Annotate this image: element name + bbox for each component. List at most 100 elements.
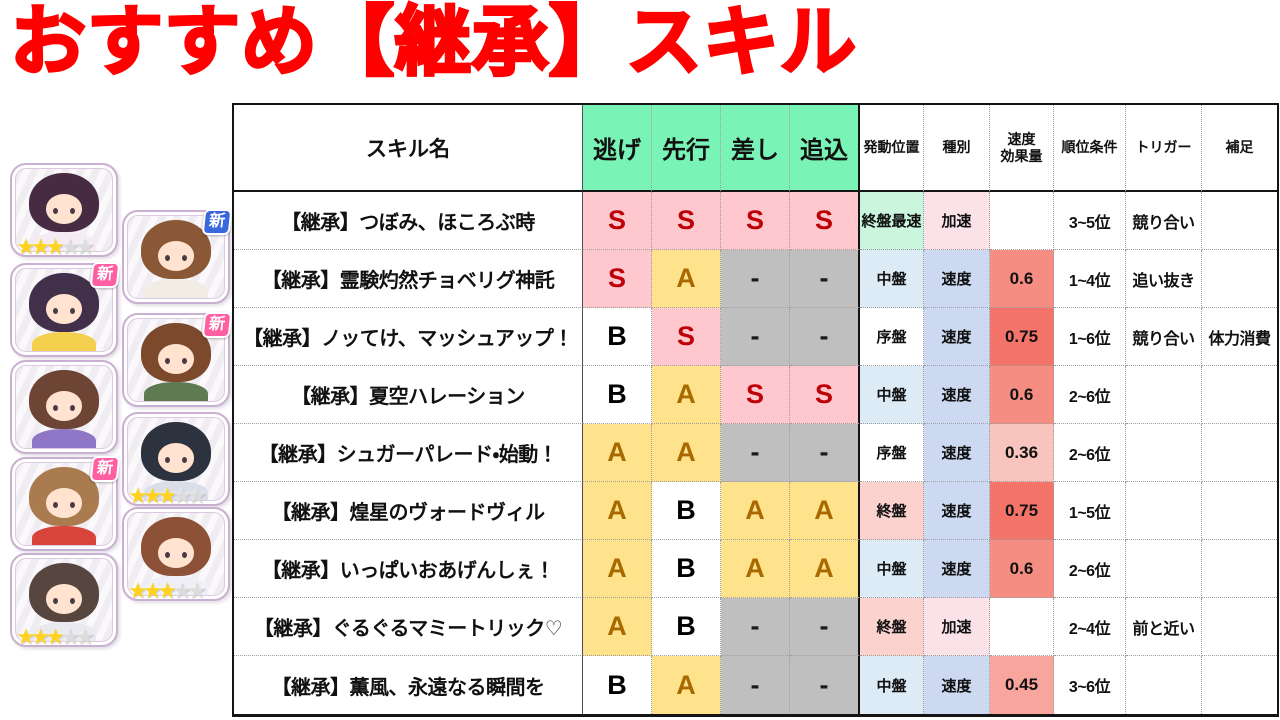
grade-nige-cell: S: [583, 250, 652, 308]
character-face: [45, 584, 83, 614]
grade-oikomi-cell: -: [790, 598, 860, 656]
grade-senko-cell: A: [652, 366, 721, 424]
portrait-long-brown-hair-girl: 新: [122, 209, 233, 304]
star-empty-icon: ★: [186, 578, 207, 603]
trigger-cell: [1126, 540, 1202, 598]
new-badge: 新: [89, 456, 121, 482]
header-skill-name: スキル名: [234, 105, 583, 192]
position-cell: 終盤: [860, 482, 924, 540]
header-position: 発動位置: [860, 105, 924, 192]
new-badge: 新: [201, 209, 233, 235]
speed-effect-cell: 0.75: [990, 482, 1054, 540]
grade-oikomi-cell: -: [790, 656, 860, 714]
portrait-purple-bob-girl: ★★★★★: [10, 163, 118, 260]
grade-oikomi-cell: A: [790, 482, 860, 540]
grade-oikomi-cell: -: [790, 308, 860, 366]
position-cell: 中盤: [860, 250, 924, 308]
portrait-frame: [127, 512, 225, 596]
character-outfit: [144, 279, 208, 298]
grade-sashi-cell: -: [721, 598, 790, 656]
star-empty-icon: ★: [172, 483, 192, 508]
portrait-frame: [127, 215, 225, 299]
position-cell: 中盤: [860, 366, 924, 424]
trigger-cell: [1126, 366, 1202, 424]
rank-condition-cell: 1~6位: [1054, 308, 1126, 366]
star-rating: ★★★★★: [128, 483, 207, 509]
star-empty-icon: ★: [60, 234, 80, 259]
grade-oikomi-cell: S: [790, 366, 860, 424]
grade-sashi-cell: -: [721, 308, 790, 366]
header-kind: 種別: [924, 105, 990, 192]
trigger-cell: 競り合い: [1126, 192, 1202, 250]
note-cell: [1202, 250, 1277, 308]
portrait-frame: [127, 417, 225, 501]
grade-sashi-cell: S: [721, 192, 790, 250]
kind-cell: 加速: [924, 598, 990, 656]
grade-nige-cell: A: [583, 540, 652, 598]
portrait-maid-headband-girl: 新: [10, 456, 121, 551]
note-cell: [1202, 656, 1277, 714]
grade-senko-cell: A: [652, 250, 721, 308]
new-badge: 新: [89, 262, 121, 288]
grade-sashi-cell: -: [721, 250, 790, 308]
note-cell: [1202, 424, 1277, 482]
character-face: [45, 488, 83, 518]
portrait-black-hair-girl: ★★★★★: [122, 412, 230, 509]
character-face: [157, 538, 195, 568]
character-face: [157, 443, 195, 473]
star-filled-icon: ★: [45, 624, 65, 649]
star-filled-icon: ★: [128, 578, 148, 603]
kind-cell: 速度: [924, 366, 990, 424]
grade-oikomi-cell: S: [790, 192, 860, 250]
grade-nige-cell: A: [583, 482, 652, 540]
skill-name-cell: 【継承】つぼみ、ほころぶ時: [234, 192, 583, 250]
speed-effect-cell: 0.75: [990, 308, 1054, 366]
grade-sashi-cell: A: [721, 482, 790, 540]
speed-effect-cell: 0.6: [990, 366, 1054, 424]
speed-effect-cell: [990, 192, 1054, 250]
star-filled-icon: ★: [157, 483, 177, 508]
grade-sashi-cell: -: [721, 656, 790, 714]
star-filled-icon: ★: [16, 234, 36, 259]
character-outfit: [32, 232, 96, 251]
character-outfit: [32, 429, 96, 448]
header-style-senko: 先行: [652, 105, 721, 192]
position-cell: 序盤: [860, 308, 924, 366]
speed-effect-cell: 0.36: [990, 424, 1054, 482]
position-cell: 終盤最速: [860, 192, 924, 250]
kind-cell: 加速: [924, 192, 990, 250]
skill-name-cell: 【継承】夏空ハレーション: [234, 366, 583, 424]
star-rating: ★★★★★: [16, 624, 95, 650]
trigger-cell: [1126, 656, 1202, 714]
kind-cell: 速度: [924, 250, 990, 308]
star-filled-icon: ★: [30, 234, 51, 259]
grade-senko-cell: S: [652, 192, 721, 250]
trigger-cell: 前と近い: [1126, 598, 1202, 656]
grade-senko-cell: A: [652, 656, 721, 714]
character-outfit: [144, 576, 208, 595]
grade-sashi-cell: A: [721, 540, 790, 598]
position-cell: 中盤: [860, 540, 924, 598]
star-empty-icon: ★: [172, 578, 192, 603]
skill-name-cell: 【継承】薫風、永遠なる瞬間を: [234, 656, 583, 714]
note-cell: [1202, 598, 1277, 656]
portrait-festival-wink-girl: 新: [10, 262, 121, 357]
note-cell: [1202, 482, 1277, 540]
portrait-ponytail-idol-girl: [10, 360, 118, 454]
position-cell: 序盤: [860, 424, 924, 482]
speed-effect-cell: 0.45: [990, 656, 1054, 714]
grade-senko-cell: B: [652, 482, 721, 540]
star-filled-icon: ★: [128, 483, 148, 508]
skill-name-cell: 【継承】霊験灼然チョベリグ神託: [234, 250, 583, 308]
grade-nige-cell: B: [583, 308, 652, 366]
skill-table: スキル名 逃げ 先行 差し 追込 発動位置 種別 速度 効果量 順位条件 トリガ…: [232, 103, 1279, 717]
speed-effect-cell: 0.6: [990, 250, 1054, 308]
character-outfit: [144, 382, 208, 401]
portrait-gray-hair-girl: ★★★★★: [10, 553, 118, 650]
trigger-cell: [1126, 424, 1202, 482]
position-cell: 終盤: [860, 598, 924, 656]
skill-name-cell: 【継承】シュガーパレード・始動！: [234, 424, 583, 482]
star-rating: ★★★★★: [16, 234, 95, 260]
grade-senko-cell: B: [652, 540, 721, 598]
trigger-cell: [1126, 482, 1202, 540]
